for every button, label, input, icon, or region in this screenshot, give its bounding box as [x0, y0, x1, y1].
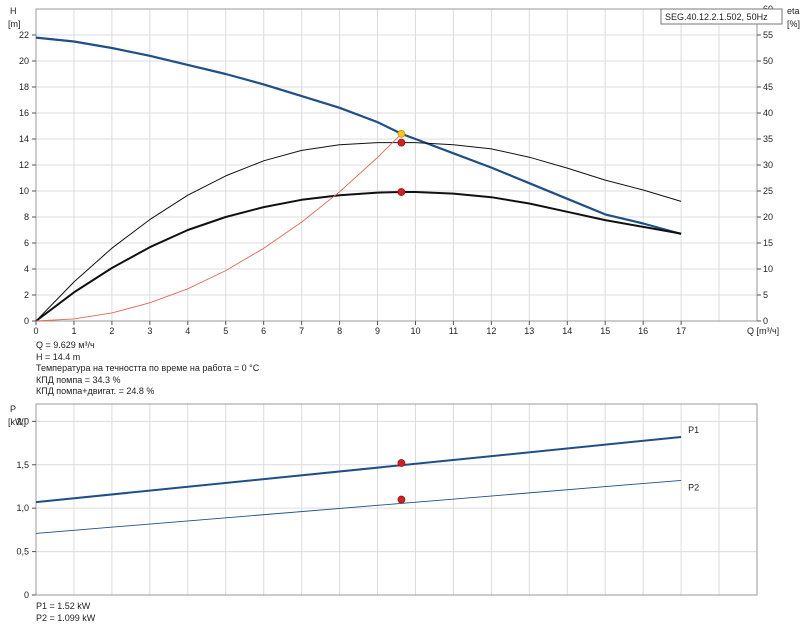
curve-series-4: [35, 133, 402, 322]
head-value-text: H = 14.4 m: [36, 351, 81, 362]
y-right-tick-label: 55: [763, 30, 773, 40]
y-right-tick-label: 0: [763, 316, 768, 326]
power-series-2: [35, 479, 682, 534]
model-label: SEG.40.12.2.1.502, 50Hz: [665, 12, 768, 22]
power-point-info: P1 = 1.52 kW P2 = 1.099 kW: [36, 601, 95, 624]
x-tick-label: 3: [147, 326, 152, 336]
y-right-tick-label: 10: [763, 264, 773, 274]
y-tick-label: 1,5: [16, 460, 29, 470]
x-tick-label: 6: [261, 326, 266, 336]
x-tick-label: 5: [223, 326, 228, 336]
y-left-tick-label: 22: [19, 30, 29, 40]
x-tick-label: 0: [33, 326, 38, 336]
operating-point-info: Q = 9.629 м³/ч H = 14.4 m Температура на…: [36, 340, 259, 398]
flow-value-text: Q = 9.629 м³/ч: [36, 340, 95, 350]
curve-series-2: [35, 142, 682, 322]
y-left-tick-label: 12: [19, 160, 29, 170]
y-right-axis-label: eta: [787, 6, 800, 16]
x-tick-label: 12: [486, 326, 496, 336]
y-right-tick-label: 25: [763, 186, 773, 196]
x-tick-label: 1: [71, 326, 76, 336]
y-left-tick-label: 6: [24, 238, 29, 248]
y-axis-label: P: [10, 404, 16, 414]
x-tick-label: 9: [375, 326, 380, 336]
temperature-text: Температура на течността по време на раб…: [36, 363, 260, 374]
y-right-axis-unit: [%]: [787, 19, 800, 29]
y-left-axis-label: H: [10, 6, 17, 16]
y-right-tick-label: 15: [763, 238, 773, 248]
y-right-tick-label: 50: [763, 56, 773, 66]
plot-frame: [35, 403, 758, 596]
y-tick-label: 0,5: [16, 547, 29, 557]
y-left-tick-label: 10: [19, 186, 29, 196]
total-efficiency-text: КПД помпа+двигат. = 24.8 %: [36, 386, 155, 397]
power-series-1: [35, 436, 682, 504]
p2-value-text: P2 = 1.099 kW: [36, 612, 96, 623]
x-tick-label: 2: [109, 326, 114, 336]
y-left-tick-label: 20: [19, 56, 29, 66]
y-right-tick-label: 40: [763, 108, 773, 118]
y-tick-label: 1,0: [16, 503, 29, 513]
y-left-tick-label: 14: [19, 134, 29, 144]
operating-point-marker: [397, 129, 406, 138]
power-point-marker: [397, 495, 406, 504]
power-series-label: P1: [688, 425, 699, 435]
y-right-tick-label: 20: [763, 212, 773, 222]
x-tick-label: 16: [638, 326, 648, 336]
model-label-box: [660, 8, 783, 25]
x-tick-label: 17: [676, 326, 686, 336]
y-tick-label: 2,0: [16, 416, 29, 426]
y-tick-label: 0: [24, 590, 29, 600]
y-left-tick-label: 8: [24, 212, 29, 222]
pump-efficiency-text: КПД помпа = 34.3 %: [36, 374, 121, 385]
x-tick-label: 14: [562, 326, 572, 336]
x-tick-label: 4: [185, 326, 190, 336]
x-tick-label: 8: [337, 326, 342, 336]
y-right-tick-label: 45: [763, 82, 773, 92]
power-series-label: P2: [688, 482, 699, 492]
y-left-tick-label: 4: [24, 264, 29, 274]
operating-point-marker: [397, 188, 406, 196]
y-right-tick-label: 30: [763, 160, 773, 170]
x-axis-label: Q [m³/ч]: [747, 326, 779, 336]
y-left-tick-label: 2: [24, 290, 29, 300]
power-point-marker: [397, 459, 406, 467]
y-left-tick-label: 18: [19, 82, 29, 92]
curve-series-1: [35, 36, 682, 235]
x-tick-label: 13: [524, 326, 534, 336]
y-left-tick-label: 0: [24, 316, 29, 326]
x-tick-label: 11: [449, 326, 458, 336]
x-tick-label: 15: [600, 326, 610, 336]
y-axis-unit: [kW]: [8, 417, 26, 427]
p1-value-text: P1 = 1.52 kW: [36, 601, 91, 611]
power-chart: 0 0,5 1,0 1,5 2,0P [kW] P1 P2: [8, 403, 758, 600]
y-right-tick-label: 5: [763, 290, 768, 300]
operating-point-marker: [397, 138, 406, 147]
curve-series-3: [35, 191, 682, 322]
x-tick-label: 7: [299, 326, 304, 336]
y-left-axis-unit: [m]: [8, 19, 21, 29]
y-right-tick-label: 35: [763, 134, 773, 144]
x-tick-label: 10: [410, 326, 420, 336]
y-left-tick-label: 16: [19, 108, 29, 118]
head-efficiency-chart: 0246810121416182022051015202530354045505…: [8, 4, 800, 336]
